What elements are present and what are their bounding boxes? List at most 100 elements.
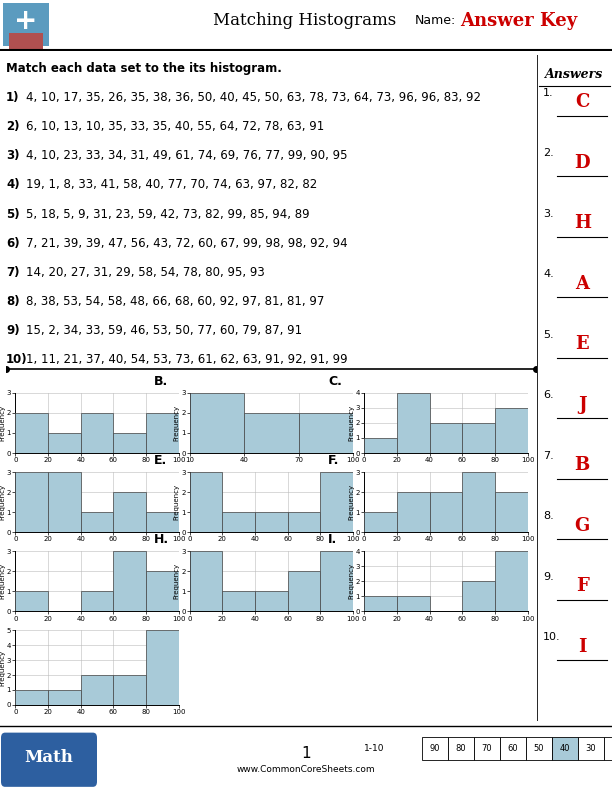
Bar xyxy=(146,571,179,611)
Bar xyxy=(81,413,113,453)
Bar xyxy=(397,596,430,611)
Bar xyxy=(81,675,113,705)
Y-axis label: Frequency: Frequency xyxy=(0,563,6,600)
Text: Name:: Name: xyxy=(415,14,457,27)
Text: Match each data set to the its histogram.: Match each data set to the its histogram… xyxy=(6,63,282,75)
Bar xyxy=(113,492,146,532)
Bar xyxy=(190,551,222,611)
Bar xyxy=(288,512,321,532)
Text: 6, 10, 13, 10, 35, 33, 35, 40, 55, 64, 72, 78, 63, 91: 6, 10, 13, 10, 35, 33, 35, 40, 55, 64, 7… xyxy=(26,120,324,133)
Bar xyxy=(430,423,462,453)
Bar xyxy=(474,737,500,760)
Y-axis label: Frequency: Frequency xyxy=(348,484,354,520)
Text: G: G xyxy=(575,516,590,535)
Bar xyxy=(462,581,495,611)
Text: 8): 8) xyxy=(6,295,20,307)
Bar xyxy=(604,737,612,760)
Text: 30: 30 xyxy=(586,744,596,752)
Text: D: D xyxy=(574,154,590,172)
Y-axis label: Frequency: Frequency xyxy=(0,649,6,686)
Bar xyxy=(146,630,179,705)
Bar xyxy=(500,737,526,760)
Bar xyxy=(15,472,48,532)
Text: 3): 3) xyxy=(6,150,20,162)
Bar xyxy=(495,551,528,611)
Text: C.: C. xyxy=(328,375,342,388)
Text: 7, 21, 39, 39, 47, 56, 43, 72, 60, 67, 99, 98, 98, 92, 94: 7, 21, 39, 39, 47, 56, 43, 72, 60, 67, 9… xyxy=(26,237,348,249)
Bar xyxy=(397,492,430,532)
Bar xyxy=(255,592,288,611)
Bar xyxy=(299,413,353,453)
Bar xyxy=(48,690,81,705)
Text: H.: H. xyxy=(154,534,169,546)
Text: E.: E. xyxy=(154,455,167,467)
Text: 1-10: 1-10 xyxy=(364,744,384,752)
Text: B.: B. xyxy=(154,375,168,388)
Bar xyxy=(81,592,113,611)
Y-axis label: Frequency: Frequency xyxy=(348,405,354,441)
Y-axis label: Frequency: Frequency xyxy=(0,405,6,441)
Text: 15, 2, 34, 33, 59, 46, 53, 50, 77, 60, 79, 87, 91: 15, 2, 34, 33, 59, 46, 53, 50, 77, 60, 7… xyxy=(26,324,302,337)
Text: C: C xyxy=(575,93,589,112)
Text: 6): 6) xyxy=(6,237,20,249)
Bar xyxy=(462,472,495,532)
Bar xyxy=(113,551,146,611)
FancyBboxPatch shape xyxy=(1,733,97,786)
Bar xyxy=(552,737,578,760)
Text: 8.: 8. xyxy=(543,511,554,521)
Text: 10): 10) xyxy=(6,352,28,366)
Text: J: J xyxy=(578,396,586,413)
Text: Math: Math xyxy=(24,748,73,766)
Bar xyxy=(321,472,353,532)
Text: 3.: 3. xyxy=(543,209,554,219)
Bar xyxy=(113,433,146,453)
Bar xyxy=(288,571,321,611)
Bar xyxy=(9,33,43,51)
Text: B: B xyxy=(575,456,590,474)
Bar xyxy=(190,393,244,453)
Text: 19, 1, 8, 33, 41, 58, 40, 77, 70, 74, 63, 97, 82, 82: 19, 1, 8, 33, 41, 58, 40, 77, 70, 74, 63… xyxy=(26,178,318,192)
Bar xyxy=(397,393,430,453)
Y-axis label: Frequency: Frequency xyxy=(174,484,180,520)
Text: I: I xyxy=(578,638,586,656)
Text: 10.: 10. xyxy=(543,632,561,642)
Text: 5.: 5. xyxy=(543,329,554,340)
Bar xyxy=(48,433,81,453)
Text: 7.: 7. xyxy=(543,451,554,461)
Text: 4, 10, 17, 35, 26, 35, 38, 36, 50, 40, 45, 50, 63, 78, 73, 64, 73, 96, 96, 83, 9: 4, 10, 17, 35, 26, 35, 38, 36, 50, 40, 4… xyxy=(26,91,481,105)
Bar xyxy=(422,737,448,760)
Bar xyxy=(3,3,49,46)
Bar xyxy=(578,737,604,760)
Bar xyxy=(448,737,474,760)
Text: 80: 80 xyxy=(456,744,466,752)
Text: 4, 10, 23, 33, 34, 31, 49, 61, 74, 69, 76, 77, 99, 90, 95: 4, 10, 23, 33, 34, 31, 49, 61, 74, 69, 7… xyxy=(26,150,348,162)
Text: www.CommonCoreSheets.com: www.CommonCoreSheets.com xyxy=(237,765,375,774)
Bar xyxy=(526,737,552,760)
Text: A: A xyxy=(575,275,589,293)
Bar xyxy=(48,472,81,532)
Text: F: F xyxy=(576,577,589,596)
Text: 40: 40 xyxy=(560,744,570,752)
Text: 60: 60 xyxy=(508,744,518,752)
Bar xyxy=(255,512,288,532)
Text: 2.: 2. xyxy=(543,148,554,158)
Bar xyxy=(222,512,255,532)
Text: Answer Key: Answer Key xyxy=(460,12,577,29)
Bar xyxy=(244,413,299,453)
Bar xyxy=(364,512,397,532)
Bar xyxy=(321,551,353,611)
Y-axis label: Frequency: Frequency xyxy=(348,563,354,600)
Text: 9): 9) xyxy=(6,324,20,337)
Text: 6.: 6. xyxy=(543,390,554,400)
Bar xyxy=(146,413,179,453)
Bar xyxy=(81,512,113,532)
Text: 14, 20, 27, 31, 29, 58, 54, 78, 80, 95, 93: 14, 20, 27, 31, 29, 58, 54, 78, 80, 95, … xyxy=(26,265,265,279)
Bar xyxy=(462,423,495,453)
Text: 9.: 9. xyxy=(543,572,554,581)
Bar xyxy=(190,472,222,532)
Text: 2): 2) xyxy=(6,120,20,133)
Text: 4): 4) xyxy=(6,178,20,192)
Text: 7): 7) xyxy=(6,265,20,279)
Bar xyxy=(222,592,255,611)
Bar xyxy=(364,438,397,453)
